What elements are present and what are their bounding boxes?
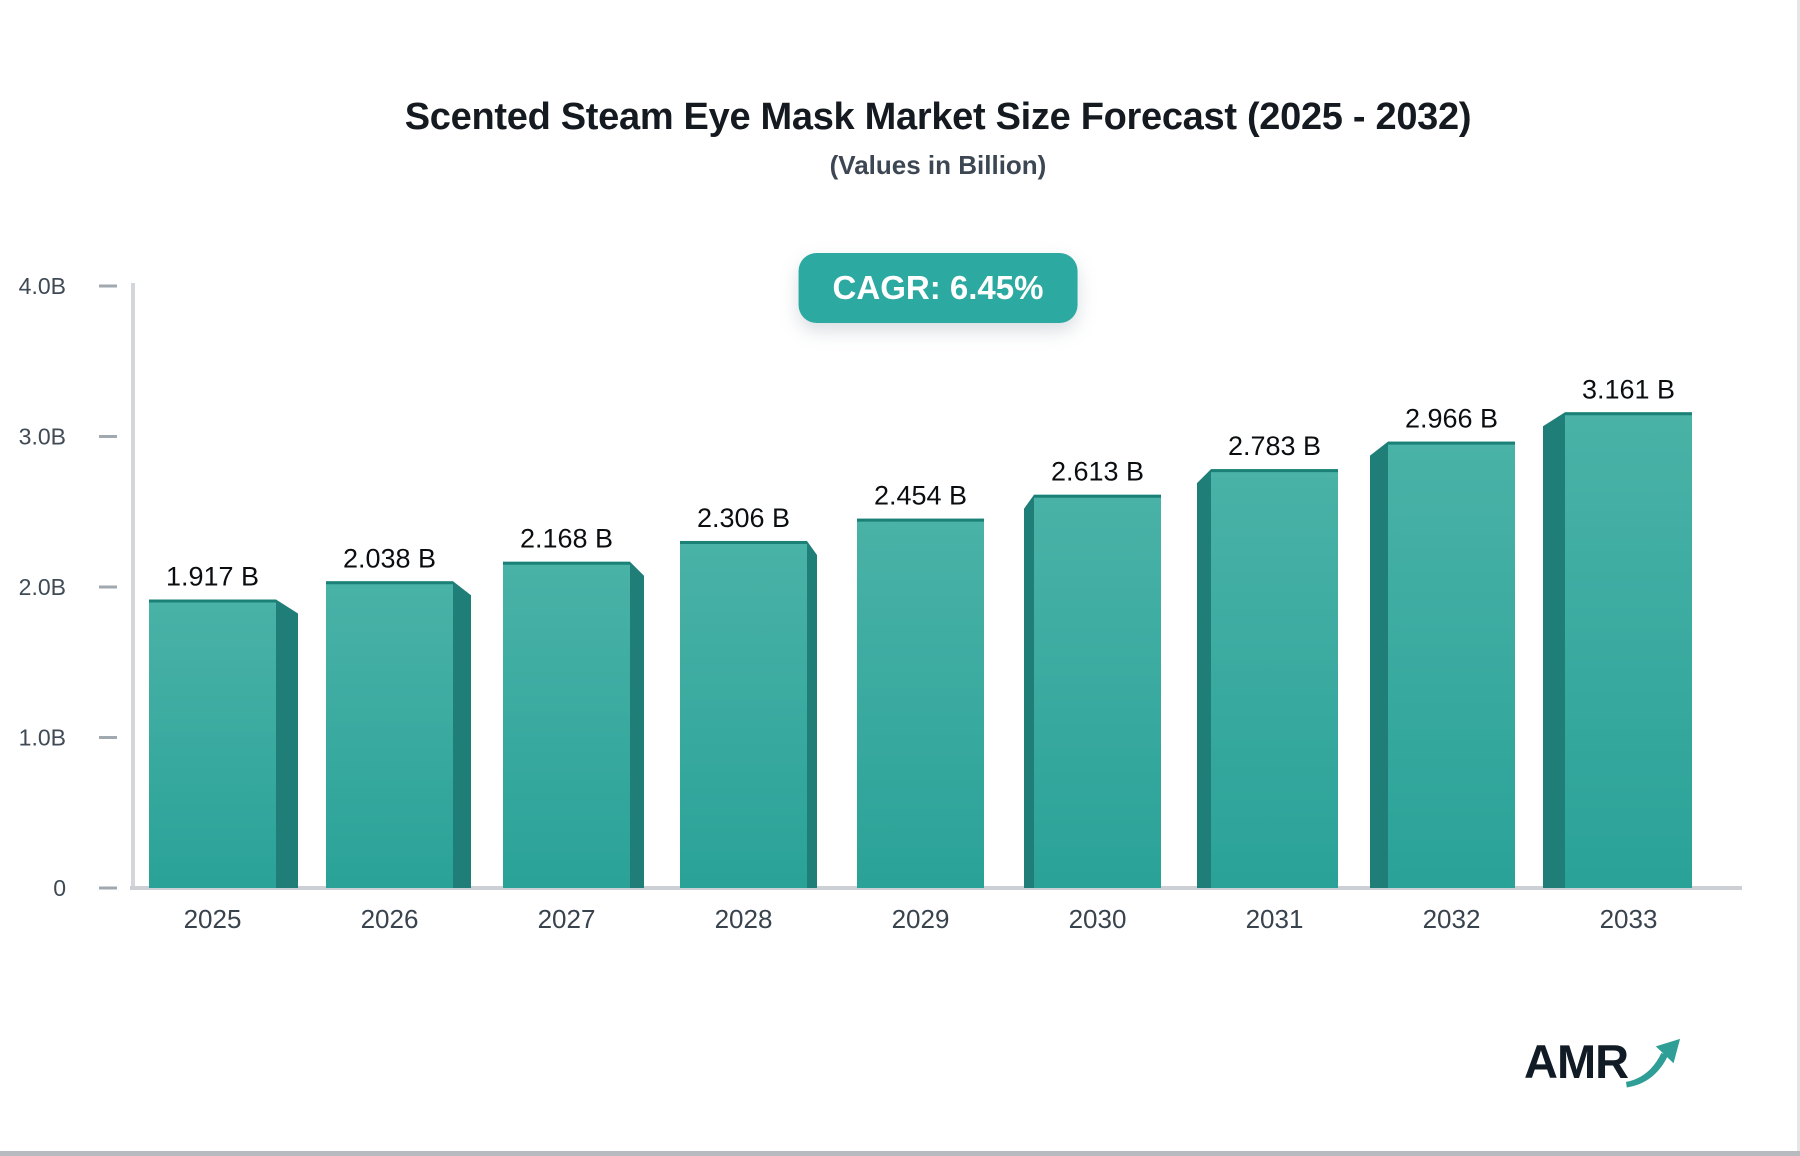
bar-2029 (857, 518, 984, 888)
bar-side-face (1370, 441, 1388, 888)
cagr-badge: CAGR: 6.45% (798, 253, 1078, 323)
bar-value-label: 2.613 B (1051, 457, 1144, 487)
bar-front-face (1388, 441, 1515, 888)
bar-front-face (326, 581, 453, 888)
chart-labels: 0 1.0B 2.0B 3.0B 4.0B 1.917 B 2025 2.038 B 2026 2… (19, 273, 1675, 934)
bar-side-face (453, 581, 471, 888)
page-edge-right (1797, 0, 1800, 1156)
bar-2027 (503, 561, 644, 888)
bar-side-face (1543, 412, 1565, 888)
bar-front-face (857, 518, 984, 888)
chart-subtitle: (Values in Billion) (829, 150, 1047, 180)
amr-logo: AMR (1524, 1036, 1682, 1094)
bar-side-face (1024, 494, 1034, 888)
x-axis-label: 2033 (1600, 904, 1658, 934)
bar-value-label: 2.454 B (874, 481, 967, 511)
bar-side-face (630, 561, 644, 888)
y-tick-label: 3.0B (19, 424, 66, 450)
bar-value-label: 2.306 B (697, 503, 790, 533)
bar-2025 (149, 599, 298, 888)
chart-header: Scented Steam Eye Mask Market Size Forec… (133, 94, 1743, 180)
x-axis-label: 2025 (184, 904, 242, 934)
bar-value-label: 3.161 B (1582, 374, 1675, 404)
chart-bars (149, 412, 1692, 888)
x-axis-label: 2028 (715, 904, 773, 934)
bar-front-face (503, 561, 630, 888)
page-edge-bottom (0, 1151, 1800, 1156)
bar-front-face (1034, 494, 1161, 888)
y-tick-label: 2.0B (19, 574, 66, 600)
bar-front-face (1211, 469, 1338, 888)
bar-value-label: 2.783 B (1228, 431, 1321, 461)
bar-front-face (680, 540, 807, 888)
amr-logo-text: AMR (1524, 1035, 1629, 1088)
y-tick-label: 0 (53, 875, 66, 901)
x-axis-label: 2032 (1423, 904, 1481, 934)
bar-front-face (149, 599, 276, 888)
bar-2032 (1370, 441, 1515, 888)
x-axis-label: 2029 (892, 904, 950, 934)
y-tick-label: 1.0B (19, 725, 66, 751)
bar-side-face (1197, 469, 1211, 888)
bar-2026 (326, 581, 471, 888)
y-tick-label: 4.0B (19, 273, 66, 299)
bar-value-label: 2.168 B (520, 524, 613, 554)
bar-2031 (1197, 469, 1338, 888)
bar-value-label: 2.966 B (1405, 404, 1498, 434)
bar-value-label: 1.917 B (166, 561, 259, 591)
x-axis-label: 2030 (1069, 904, 1127, 934)
bar-side-face (807, 540, 817, 888)
bar-2033 (1543, 412, 1692, 888)
bar-side-face (276, 599, 298, 888)
bar-front-face (1565, 412, 1692, 888)
trend-up-arrow-icon (1625, 1038, 1681, 1088)
bar-value-label: 2.038 B (343, 543, 436, 573)
chart-title: Scented Steam Eye Mask Market Size Forec… (404, 96, 1472, 138)
x-axis-label: 2027 (538, 904, 596, 934)
bar-2030 (1024, 494, 1161, 888)
x-axis-label: 2031 (1246, 904, 1304, 934)
bar-2028 (680, 540, 817, 888)
x-axis-label: 2026 (361, 904, 419, 934)
